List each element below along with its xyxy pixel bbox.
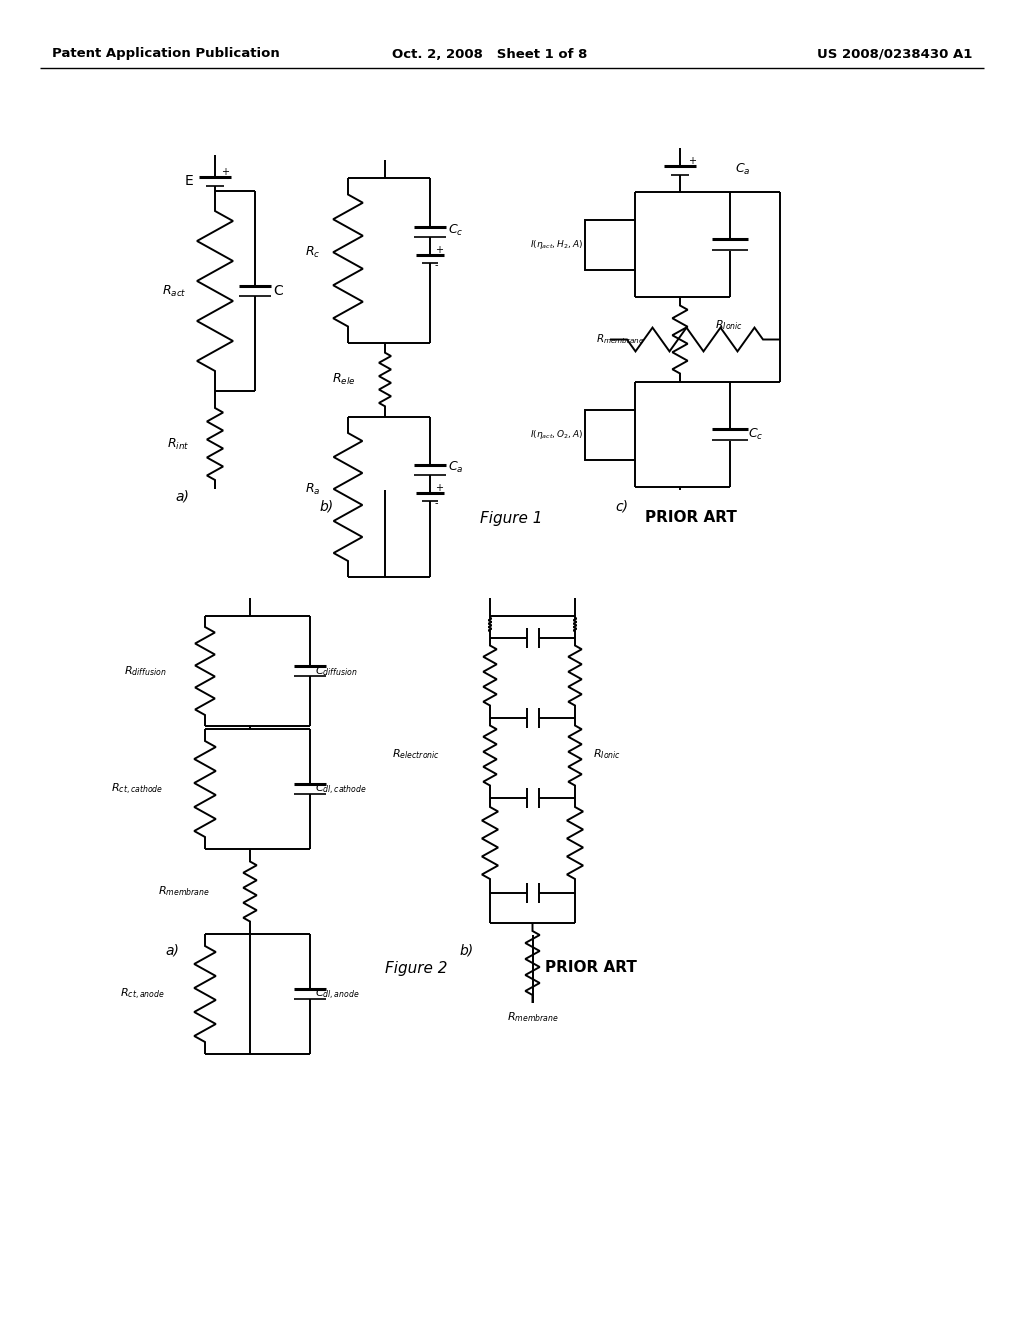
Text: $C_a$: $C_a$	[449, 461, 464, 475]
Text: $C_{dl,anode}$: $C_{dl,anode}$	[315, 986, 359, 1002]
Text: $R_{ct,cathode}$: $R_{ct,cathode}$	[111, 781, 163, 796]
Text: +: +	[688, 156, 696, 166]
Text: $R_{ct,anode}$: $R_{ct,anode}$	[120, 986, 165, 1002]
Text: US 2008/0238430 A1: US 2008/0238430 A1	[816, 48, 972, 61]
Bar	[585, 219, 635, 269]
Text: a): a)	[175, 488, 188, 503]
Text: $C_c$: $C_c$	[748, 426, 764, 442]
Text: $C_{dl,cathode}$: $C_{dl,cathode}$	[315, 781, 367, 796]
Text: $R_{diffusion}$: $R_{diffusion}$	[124, 664, 167, 678]
Text: $R_{membrane}$: $R_{membrane}$	[507, 1010, 558, 1024]
Text: -: -	[435, 498, 438, 508]
Text: c): c)	[615, 499, 628, 513]
Text: +: +	[221, 168, 229, 177]
Text: $R_c$: $R_c$	[304, 244, 319, 260]
Text: $R_{ele}$: $R_{ele}$	[332, 372, 355, 387]
Text: b): b)	[460, 944, 474, 958]
Text: $R_{act}$: $R_{act}$	[163, 284, 187, 298]
Text: +: +	[435, 246, 443, 256]
Text: E: E	[184, 174, 193, 187]
Text: b): b)	[319, 499, 334, 513]
Text: +: +	[435, 483, 443, 492]
Text: Figure 1: Figure 1	[480, 511, 543, 525]
Text: $R_{membrane}$: $R_{membrane}$	[596, 333, 645, 346]
Text: $I(\eta_{act},H_2,A)$: $I(\eta_{act},H_2,A)$	[530, 238, 583, 251]
Text: PRIOR ART: PRIOR ART	[545, 961, 637, 975]
Text: $C_c$: $C_c$	[449, 223, 464, 238]
Text: Patent Application Publication: Patent Application Publication	[52, 48, 280, 61]
Text: -: -	[435, 260, 438, 271]
Text: $R_{electronic}$: $R_{electronic}$	[392, 747, 440, 762]
Text: $R_{Ionic}$: $R_{Ionic}$	[716, 318, 743, 333]
Text: Oct. 2, 2008   Sheet 1 of 8: Oct. 2, 2008 Sheet 1 of 8	[392, 48, 588, 61]
Text: $R_{membrane}$: $R_{membrane}$	[158, 884, 210, 899]
Text: C: C	[273, 284, 283, 298]
Text: $R_a$: $R_a$	[304, 482, 319, 496]
Bar	[585, 409, 635, 459]
Text: Figure 2: Figure 2	[385, 961, 447, 975]
Text: $C_{diffusion}$: $C_{diffusion}$	[315, 664, 357, 678]
Text: a): a)	[165, 944, 179, 958]
Text: $R_{int}$: $R_{int}$	[167, 437, 189, 451]
Text: $I(\eta_{act},O_2,A)$: $I(\eta_{act},O_2,A)$	[529, 428, 583, 441]
Text: $R_{Ionic}$: $R_{Ionic}$	[593, 747, 621, 762]
Text: PRIOR ART: PRIOR ART	[645, 511, 737, 525]
Text: $C_a$: $C_a$	[735, 161, 751, 177]
